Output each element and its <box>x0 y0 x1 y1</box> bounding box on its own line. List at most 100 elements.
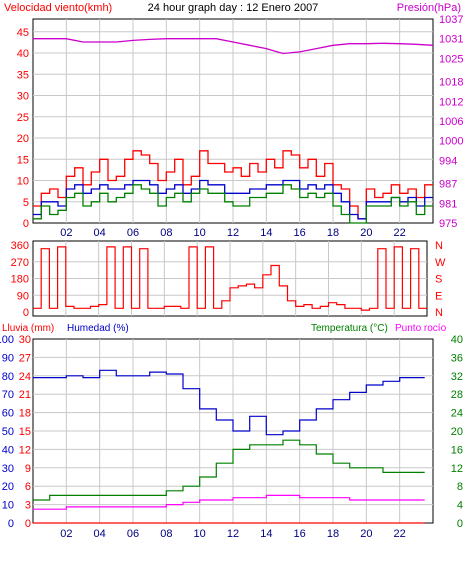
x-tick-label: 04 <box>94 528 106 540</box>
x-tick-label: 20 <box>360 227 372 239</box>
wind-y-tick-label: 15 <box>17 154 29 166</box>
rain-y-tick-label: 15 <box>19 426 31 438</box>
humidity-y-tick-label: 0 <box>8 518 14 530</box>
humidity-y-tick-label: 10 <box>2 500 14 512</box>
rain-y-tick-label: 3 <box>25 500 31 512</box>
rain-y-tick-label: 24 <box>19 371 31 383</box>
direction-letter-label: W <box>435 257 446 269</box>
pressure-y-tick-label: 987 <box>439 179 457 191</box>
x-tick-label: 02 <box>60 227 72 239</box>
humidity-y-tick-label: 30 <box>2 463 14 475</box>
series-line-velocidad-viento <box>33 184 433 224</box>
wind-y-tick-label: 25 <box>17 112 29 124</box>
direction-y-tick-label: 0 <box>23 307 29 319</box>
temperature-y-tick-label: 12 <box>451 463 463 475</box>
direction-y-tick-label: 90 <box>17 290 29 302</box>
rain-y-tick-label: 18 <box>19 408 31 420</box>
direction-letter-label: E <box>435 290 442 302</box>
x-tick-label: 12 <box>227 528 239 540</box>
rain-y-tick-label: 27 <box>19 352 31 364</box>
temperature-axis-title: Temperatura (°C) <box>311 323 388 334</box>
x-tick-label: 16 <box>294 227 306 239</box>
humidity-y-tick-label: 50 <box>2 426 14 438</box>
temperature-y-tick-label: 0 <box>457 518 463 530</box>
x-tick-label: 08 <box>160 227 172 239</box>
x-tick-label: 22 <box>394 227 406 239</box>
humidity-y-tick-label: 70 <box>2 389 14 401</box>
x-tick-label: 16 <box>294 528 306 540</box>
temperature-y-tick-label: 24 <box>451 408 463 420</box>
series-line-humedad <box>33 369 425 436</box>
direction-letter-label: N <box>435 307 443 319</box>
wind-y-tick-label: 5 <box>23 197 29 209</box>
rain-axis-title: Lluvia (mm) <box>2 323 54 334</box>
temperature-y-tick-label: 28 <box>451 389 463 401</box>
pressure-axis-title: Presión(hPa) <box>397 2 461 14</box>
pressure-y-tick-label: 1031 <box>439 34 463 46</box>
series-line-temperatura <box>33 439 425 501</box>
pressure-y-tick-label: 1000 <box>439 136 463 148</box>
temperature-y-tick-label: 32 <box>451 371 463 383</box>
x-tick-label: 22 <box>394 528 406 540</box>
x-tick-label: 04 <box>94 227 106 239</box>
rain-y-tick-label: 30 <box>19 334 31 346</box>
wind-y-tick-label: 0 <box>23 218 29 230</box>
direction-y-tick-label: 360 <box>11 240 29 252</box>
x-tick-label: 10 <box>194 528 206 540</box>
x-tick-label: 02 <box>60 528 72 540</box>
rain-y-tick-label: 12 <box>19 444 31 456</box>
direction-letter-label: N <box>435 240 443 252</box>
humidity-y-tick-label: 40 <box>2 444 14 456</box>
x-tick-label: 12 <box>227 227 239 239</box>
humidity-axis-title: Humedad (%) <box>67 323 129 334</box>
temperature-y-tick-label: 4 <box>457 500 463 512</box>
x-tick-label: 18 <box>327 528 339 540</box>
x-tick-label: 14 <box>260 227 272 239</box>
humidity-y-tick-label: 20 <box>2 481 14 493</box>
temperature-y-tick-label: 20 <box>451 426 463 438</box>
wind-y-tick-label: 40 <box>17 48 29 60</box>
pressure-y-tick-label: 975 <box>439 218 457 230</box>
chart-title: 24 hour graph day : 12 Enero 2007 <box>148 2 319 14</box>
series-line-punto-roc-o <box>33 494 425 510</box>
rain-y-tick-label: 21 <box>19 389 31 401</box>
pressure-y-tick-label: 1012 <box>439 96 463 108</box>
temperature-y-tick-label: 36 <box>451 352 463 364</box>
pressure-y-tick-label: 981 <box>439 198 457 210</box>
pressure-y-tick-label: 1006 <box>439 116 463 128</box>
x-tick-label: 06 <box>127 528 139 540</box>
pressure-y-tick-label: 1018 <box>439 77 463 89</box>
wind-y-tick-label: 35 <box>17 69 29 81</box>
wind-y-tick-label: 20 <box>17 133 29 145</box>
wind-y-tick-label: 30 <box>17 91 29 103</box>
rain-y-tick-label: 9 <box>25 463 31 475</box>
wind-y-tick-label: 10 <box>17 176 29 188</box>
humidity-y-tick-label: 60 <box>2 408 14 420</box>
series-line-presi-n <box>33 38 434 55</box>
pressure-y-tick-label: 994 <box>439 155 457 167</box>
series-line-direccion-viento <box>33 246 427 311</box>
humidity-y-tick-label: 100 <box>0 334 14 346</box>
temperature-y-tick-label: 16 <box>451 444 463 456</box>
x-tick-label: 20 <box>360 528 372 540</box>
pressure-y-tick-label: 1037 <box>439 14 463 26</box>
wind-y-tick-label: 45 <box>17 27 29 39</box>
temperature-y-tick-label: 8 <box>457 481 463 493</box>
rain-y-tick-label: 6 <box>25 481 31 493</box>
direction-y-tick-label: 270 <box>11 257 29 269</box>
dewpoint-axis-title: Punto rocío <box>395 323 447 334</box>
direction-y-tick-label: 180 <box>11 274 29 286</box>
pressure-y-tick-label: 1025 <box>439 53 463 65</box>
wind-axis-title: Velocidad viento(kmh) <box>4 2 112 14</box>
temperature-y-tick-label: 40 <box>451 334 463 346</box>
rain-y-tick-label: 0 <box>25 518 31 530</box>
x-tick-label: 14 <box>260 528 272 540</box>
direction-letter-label: S <box>435 274 442 286</box>
x-tick-label: 18 <box>327 227 339 239</box>
humidity-y-tick-label: 90 <box>2 352 14 364</box>
x-tick-label: 06 <box>127 227 139 239</box>
x-tick-label: 08 <box>160 528 172 540</box>
humidity-y-tick-label: 80 <box>2 371 14 383</box>
